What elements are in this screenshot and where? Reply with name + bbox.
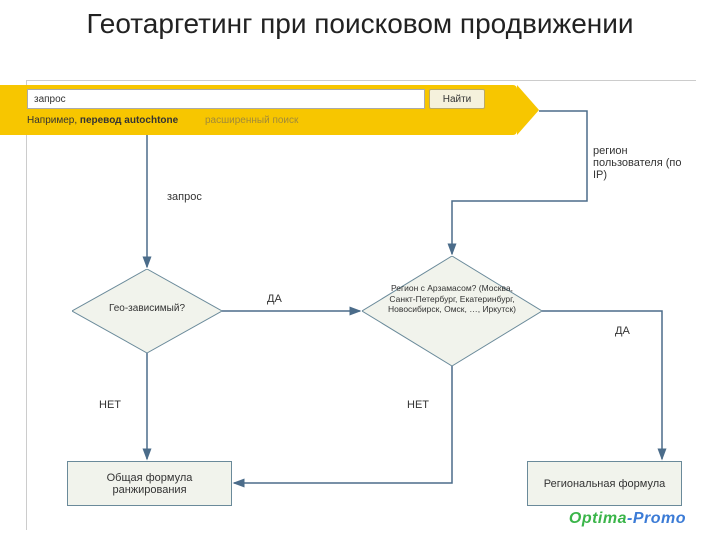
- node-regional-formula: Региональная формула: [527, 461, 682, 506]
- edge-label-net1: НЕТ: [99, 399, 121, 411]
- edge-label-da1: ДА: [267, 293, 282, 305]
- logo: Optima-Promo: [569, 510, 686, 528]
- hint-example: перевод autochtone: [80, 115, 178, 126]
- node-general-formula: Общая формула ранжирования: [67, 461, 232, 506]
- logo-part1: Optima: [569, 510, 627, 527]
- edge-label-net2: НЕТ: [407, 399, 429, 411]
- search-widget: запрос Найти Например, перевод autochton…: [0, 85, 517, 135]
- page-title: Геотаргетинг при поисковом продвижении: [0, 0, 720, 46]
- search-arrow-shape: [517, 85, 539, 135]
- edge-label-zapros: запрос: [167, 191, 202, 203]
- node-region-arz-text: Регион с Арзамасом? (Москва, Санкт-Петер…: [379, 283, 525, 315]
- advanced-search-link[interactable]: расширенный поиск: [205, 115, 298, 126]
- edge-label-region-user: регион пользователя (по IP): [593, 145, 683, 181]
- flowchart-canvas: запрос Найти Например, перевод autochton…: [26, 80, 696, 530]
- logo-part2: -Promo: [627, 510, 686, 527]
- node-geo-dep-text: Гео-зависимый?: [97, 303, 197, 314]
- hint-prefix: Например,: [27, 115, 80, 126]
- search-input[interactable]: запрос: [27, 89, 425, 109]
- search-button[interactable]: Найти: [429, 89, 485, 109]
- edge-label-da2: ДА: [615, 325, 630, 337]
- search-hint: Например, перевод autochtone: [27, 115, 178, 126]
